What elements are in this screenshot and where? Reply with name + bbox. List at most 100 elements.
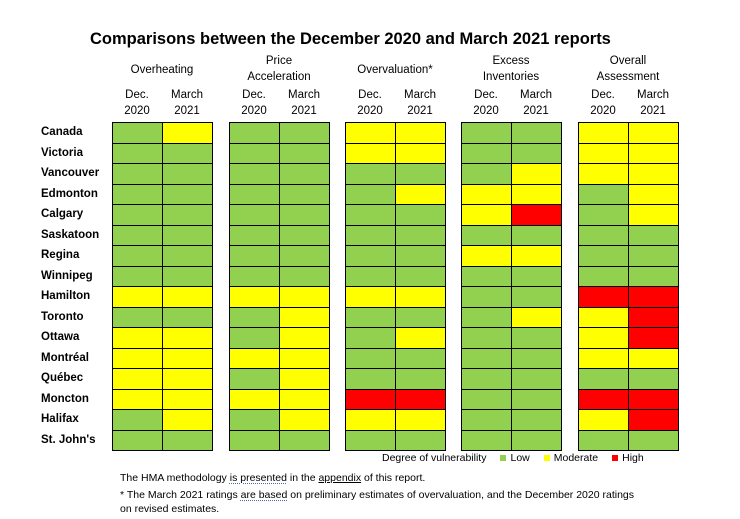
rating-cell bbox=[229, 245, 280, 267]
rating-cell bbox=[461, 368, 512, 390]
rating-cell bbox=[395, 163, 446, 185]
sub-header-year: 2020 bbox=[357, 105, 383, 117]
rating-cell bbox=[395, 306, 446, 328]
column-header: Overheating bbox=[130, 64, 194, 76]
rating-cell bbox=[279, 429, 330, 451]
legend-label-moderate: Moderate bbox=[553, 452, 599, 464]
rating-cell bbox=[229, 368, 280, 390]
rating-cell bbox=[279, 327, 330, 349]
appendix-link[interactable]: appendix bbox=[318, 472, 362, 484]
rating-cell bbox=[395, 286, 446, 308]
rating-cell bbox=[229, 347, 280, 369]
rating-cell bbox=[345, 347, 396, 369]
rating-cell bbox=[578, 163, 629, 185]
note-text: in the bbox=[286, 472, 319, 484]
rating-cell bbox=[345, 245, 396, 267]
sub-header-year: 2020 bbox=[473, 105, 499, 117]
sub-header-year: 2021 bbox=[640, 105, 666, 117]
rating-cell bbox=[345, 286, 396, 308]
rating-cell bbox=[628, 122, 679, 144]
sub-header: March bbox=[520, 89, 552, 101]
rating-cell bbox=[345, 265, 396, 287]
rating-cell bbox=[279, 368, 330, 390]
rating-cell bbox=[578, 224, 629, 246]
rating-cell bbox=[279, 409, 330, 431]
rating-cell bbox=[162, 429, 213, 451]
rating-cell bbox=[578, 122, 629, 144]
city-label: Victoria bbox=[41, 146, 83, 159]
rating-cell bbox=[229, 265, 280, 287]
sub-header: Dec. bbox=[125, 89, 149, 101]
column-header: Overvaluation* bbox=[357, 64, 433, 76]
sub-header-year: 2020 bbox=[124, 105, 150, 117]
rating-cell bbox=[162, 368, 213, 390]
methodology-note: The HMA methodology is presented in the … bbox=[120, 471, 425, 485]
rating-cell bbox=[578, 204, 629, 226]
rating-cell bbox=[461, 429, 512, 451]
rating-cell bbox=[628, 306, 679, 328]
rating-cell bbox=[229, 204, 280, 226]
city-label: Edmonton bbox=[41, 187, 98, 200]
rating-cell bbox=[461, 388, 512, 410]
sub-header-year: 2021 bbox=[523, 105, 549, 117]
sub-header: Dec. bbox=[358, 89, 382, 101]
rating-cell bbox=[461, 142, 512, 164]
rating-cell bbox=[461, 306, 512, 328]
rating-cell bbox=[162, 183, 213, 205]
rating-cell bbox=[395, 245, 446, 267]
rating-cell bbox=[279, 224, 330, 246]
rating-cell bbox=[112, 245, 163, 267]
rating-cell bbox=[345, 388, 396, 410]
rating-cell bbox=[112, 306, 163, 328]
city-label: Winnipeg bbox=[41, 269, 93, 282]
rating-cell bbox=[229, 306, 280, 328]
rating-cell bbox=[229, 142, 280, 164]
sub-header: Dec. bbox=[474, 89, 498, 101]
rating-cell bbox=[511, 409, 562, 431]
rating-cell bbox=[112, 204, 163, 226]
rating-cell bbox=[461, 245, 512, 267]
rating-cell bbox=[628, 163, 679, 185]
rating-cell bbox=[395, 388, 446, 410]
sub-header: Dec. bbox=[591, 89, 615, 101]
rating-cell bbox=[229, 163, 280, 185]
rating-cell bbox=[279, 245, 330, 267]
city-label: Ottawa bbox=[41, 331, 80, 343]
rating-cell bbox=[279, 306, 330, 328]
rating-cell bbox=[511, 286, 562, 308]
column-header-line2: Assessment bbox=[596, 71, 660, 83]
rating-cell bbox=[578, 409, 629, 431]
rating-cell bbox=[461, 204, 512, 226]
rating-cell bbox=[162, 347, 213, 369]
rating-cell bbox=[628, 368, 679, 390]
city-label: Montréal bbox=[41, 351, 89, 364]
rating-cell bbox=[628, 183, 679, 205]
sub-header: March bbox=[637, 89, 669, 101]
rating-cell bbox=[628, 409, 679, 431]
legend-swatch-moderate bbox=[543, 455, 550, 461]
rating-cell bbox=[345, 409, 396, 431]
rating-cell bbox=[229, 183, 280, 205]
rating-cell bbox=[395, 347, 446, 369]
column-header: Overall bbox=[609, 55, 647, 67]
column-header: Excess bbox=[492, 55, 530, 67]
rating-cell bbox=[578, 265, 629, 287]
legend-title: Degree of vulnerability bbox=[382, 452, 487, 464]
rating-cell bbox=[112, 265, 163, 287]
rating-cell bbox=[162, 306, 213, 328]
rating-cell bbox=[279, 163, 330, 185]
rating-cell bbox=[511, 347, 562, 369]
sub-header: Dec. bbox=[242, 89, 266, 101]
rating-cell bbox=[279, 122, 330, 144]
rating-cell bbox=[345, 142, 396, 164]
city-label: Hamilton bbox=[41, 290, 91, 302]
rating-cell bbox=[628, 204, 679, 226]
rating-cell bbox=[511, 122, 562, 144]
rating-cell bbox=[279, 204, 330, 226]
rating-cell bbox=[345, 224, 396, 246]
sub-header: March bbox=[404, 89, 436, 101]
rating-cell bbox=[279, 265, 330, 287]
footnote: * The March 2021 ratings are based on pr… bbox=[120, 488, 634, 502]
rating-cell bbox=[279, 286, 330, 308]
column-header: Price bbox=[265, 55, 293, 67]
